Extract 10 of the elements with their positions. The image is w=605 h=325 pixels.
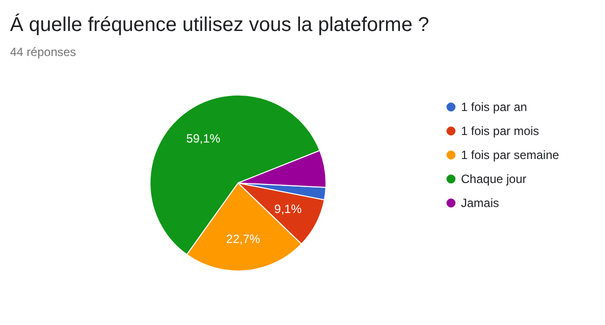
legend-label: 1 fois par mois: [461, 124, 540, 138]
data-label: 9,1%: [274, 202, 302, 216]
legend-label: Chaque jour: [461, 172, 526, 186]
chart-title: Á quelle fréquence utilisez vous la plateforme ?: [10, 13, 430, 36]
text: 44 réponses: [10, 45, 76, 59]
legend-label: 1 fois par an: [461, 100, 528, 114]
data-label: 22,7%: [226, 232, 261, 246]
data-label: 59,1%: [186, 132, 221, 146]
legend-label: Jamais: [461, 196, 500, 210]
legend-label: 1 fois par semaine: [461, 148, 560, 162]
